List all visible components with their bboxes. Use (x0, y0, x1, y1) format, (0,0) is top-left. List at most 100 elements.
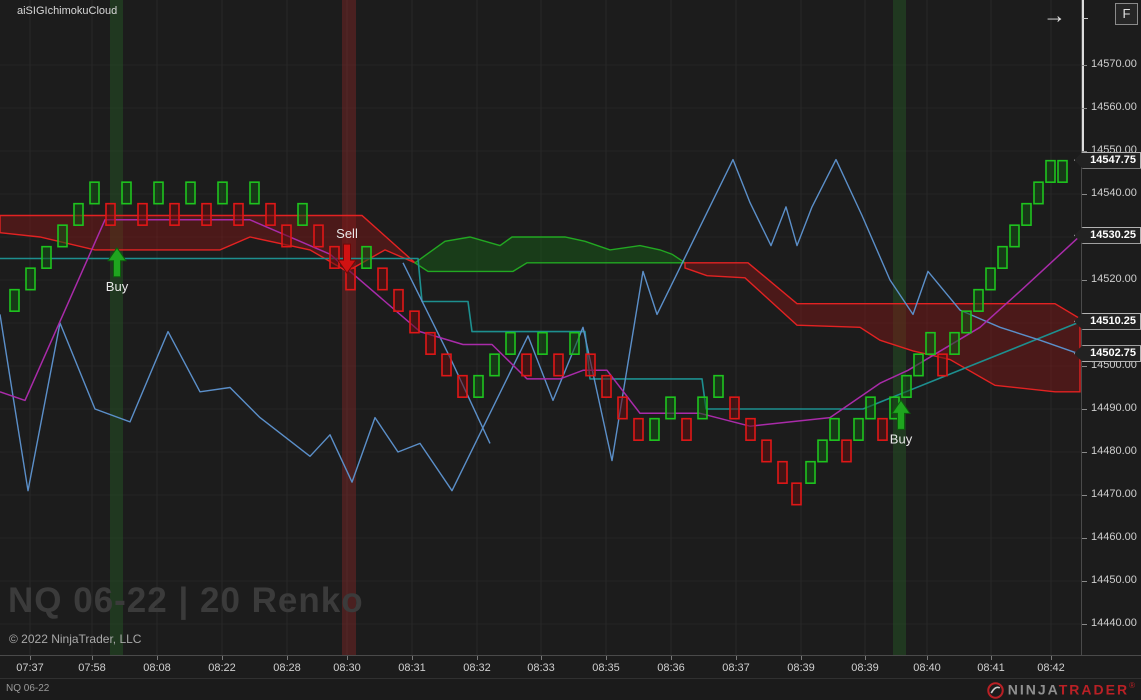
renko-brick-up (985, 267, 996, 291)
chart-canvas[interactable]: Buy Sell Buy aiSIGIchimokuCloud NQ 06-22 |… (0, 0, 1081, 655)
renko-brick-up (901, 374, 912, 398)
renko-brick-up (1009, 224, 1020, 248)
renko-brick-up (713, 374, 724, 398)
renko-brick-down (441, 353, 452, 377)
renko-brick-up (537, 331, 548, 355)
renko-brick-down (265, 202, 276, 226)
renko-brick-up (853, 417, 864, 441)
renko-brick-up (997, 245, 1008, 269)
price-tick (1082, 151, 1087, 152)
price-tick-label: 14540.00 (1091, 187, 1137, 199)
red-session-band (342, 0, 356, 655)
renko-brick-down (201, 202, 212, 226)
renko-brick-up (973, 288, 984, 312)
time-tick (30, 656, 31, 660)
price-tick (1082, 538, 1087, 539)
copyright-text: © 2022 NinjaTrader, LLC (9, 632, 142, 646)
time-tick-label: 08:39 (787, 662, 815, 674)
price-tick-label: 14520.00 (1091, 273, 1137, 285)
renko-brick-up (961, 310, 972, 334)
renko-brick-down (681, 417, 692, 441)
renko-brick-up (489, 353, 500, 377)
price-tick-label: 14490.00 (1091, 402, 1137, 414)
renko-brick-down (281, 224, 292, 248)
price-tick-label: 14460.00 (1091, 531, 1137, 543)
time-tick-label: 08:08 (143, 662, 171, 674)
price-tick (1082, 624, 1087, 625)
go-to-latest-arrow-icon[interactable]: → (1043, 2, 1066, 28)
renko-brick-down (105, 202, 116, 226)
price-tick (1082, 194, 1087, 195)
time-tick (1051, 656, 1052, 660)
ninjatrader-logo-icon (987, 681, 1004, 699)
price-tick-label: 14570.00 (1091, 58, 1137, 70)
ichimoku-cloud-green (413, 236, 688, 273)
price-tick-label: 14450.00 (1091, 574, 1137, 586)
time-tick-label: 08:22 (208, 662, 236, 674)
time-tick (92, 656, 93, 660)
f-button[interactable]: F (1115, 3, 1138, 25)
renko-brick-up (361, 245, 372, 269)
price-axis[interactable]: 14570.00 14560.00 14550.00 14540.00 14520.00… (1074, 0, 1141, 655)
time-tick (927, 656, 928, 660)
time-tick (287, 656, 288, 660)
renko-brick-up (569, 331, 580, 355)
renko-brick-up (25, 267, 36, 291)
renko-brick-up (41, 245, 52, 269)
price-tick (1082, 581, 1087, 582)
price-marker-label: 14530.25 (1074, 226, 1141, 244)
time-axis[interactable]: 07:37 07:58 08:08 08:22 08:28 08:30 08:31 08:32… (0, 655, 1141, 678)
price-tick (1082, 280, 1087, 281)
price-tick (1082, 495, 1087, 496)
renko-brick-down (521, 353, 532, 377)
renko-brick-up (89, 181, 100, 205)
renko-brick-up (9, 288, 20, 312)
renko-brick-up (185, 181, 196, 205)
time-tick (157, 656, 158, 660)
price-marker-label: 14547.75 (1074, 151, 1141, 169)
renko-brick-down (169, 202, 180, 226)
sell-arrow (337, 243, 357, 274)
axis-tick (1082, 18, 1088, 19)
buy-signal-label: Buy (890, 431, 913, 446)
time-tick (671, 656, 672, 660)
renko-brick-down (409, 310, 420, 334)
renko-brick-down (937, 353, 948, 377)
price-tick-label: 14470.00 (1091, 488, 1137, 500)
buy-signal-label: Buy (106, 279, 129, 294)
price-tick-label: 14560.00 (1091, 101, 1137, 113)
price-tick (1082, 366, 1087, 367)
time-tick (801, 656, 802, 660)
ichimoku-cloud-red (0, 214, 416, 273)
renko-brick-up (249, 181, 260, 205)
renko-brick-down (601, 374, 612, 398)
renko-brick-down (617, 396, 628, 420)
buy-arrow (107, 246, 127, 278)
time-tick (736, 656, 737, 660)
renko-brick-up (697, 396, 708, 420)
buy-arrow (891, 399, 911, 430)
renko-brick-up (297, 202, 308, 226)
logo-registered-mark: ® (1129, 681, 1135, 690)
renko-brick-down (585, 353, 596, 377)
price-tick-label: 14480.00 (1091, 445, 1137, 457)
green-session-band (893, 0, 906, 655)
renko-brick-up (817, 439, 828, 463)
renko-brick-down (745, 417, 756, 441)
price-tick (1082, 452, 1087, 453)
instrument-tab[interactable]: NQ 06-22 (6, 683, 50, 694)
renko-brick-down (761, 439, 772, 463)
chikou-line (0, 158, 1081, 492)
time-tick-label: 08:40 (913, 662, 941, 674)
renko-brick-up (1045, 159, 1056, 183)
renko-brick-down (633, 417, 644, 441)
renko-brick-up (949, 331, 960, 355)
time-tick-label: 08:28 (273, 662, 301, 674)
time-tick (477, 656, 478, 660)
time-tick (347, 656, 348, 660)
renko-brick-up (505, 331, 516, 355)
time-tick-label: 08:32 (463, 662, 491, 674)
renko-brick-up (805, 460, 816, 484)
time-tick-label: 08:41 (977, 662, 1005, 674)
logo-text-ninja: NINJA (1007, 681, 1059, 698)
